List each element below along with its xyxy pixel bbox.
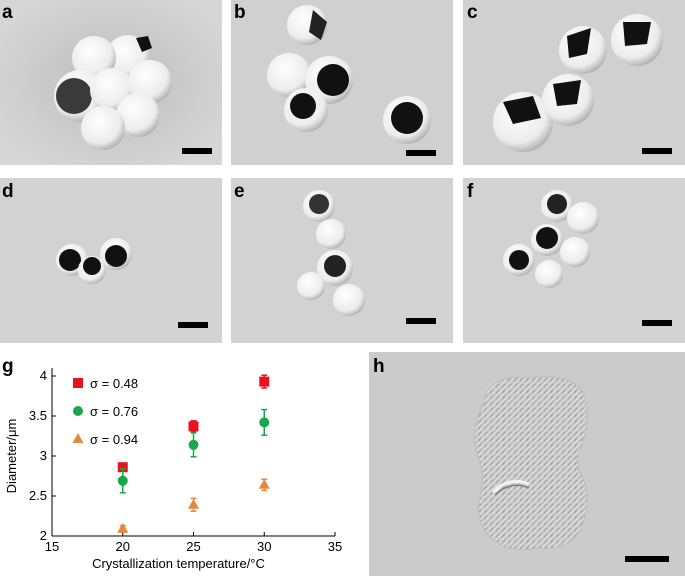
scale-bar-c: [642, 148, 672, 154]
y-tick-label: 2.5: [29, 488, 47, 503]
y-axis-label: Diameter/μm: [4, 419, 19, 494]
sem-panel-d: [0, 178, 222, 343]
panel-label-a: a: [2, 2, 13, 23]
legend-label: σ = 0.94: [90, 432, 138, 447]
scale-bar-a: [182, 148, 212, 154]
panel-label-b: b: [234, 2, 246, 23]
x-tick-label: 25: [186, 539, 200, 554]
y-tick-label: 3: [40, 448, 47, 463]
sem-image-b: [231, 0, 453, 165]
sem-image-a: [0, 0, 222, 165]
sem-panel-h: [369, 352, 685, 576]
sem-image-f: [463, 178, 685, 343]
x-axis-label: Crystallization temperature/°C: [92, 556, 265, 571]
legend-marker: [73, 378, 83, 388]
data-point: [188, 439, 199, 450]
legend-label: σ = 0.76: [90, 404, 138, 419]
x-tick-label: 30: [257, 539, 271, 554]
sem-panel-f: [463, 178, 685, 343]
sem-image-e: [231, 178, 453, 343]
y-tick-label: 3.5: [29, 408, 47, 423]
y-tick-label: 4: [40, 368, 47, 383]
sem-panel-a: [0, 0, 222, 165]
panel-label-h: h: [373, 356, 385, 377]
y-tick-label: 2: [40, 528, 47, 543]
data-point: [117, 475, 128, 486]
x-tick-label: 35: [328, 539, 342, 554]
sem-panel-b: [231, 0, 453, 165]
x-tick-label: 20: [116, 539, 130, 554]
sem-image-c: [463, 0, 685, 165]
scale-bar-e: [406, 318, 436, 324]
data-point: [259, 376, 270, 387]
diameter-scatter-chart: 15 20 25 30 35 2 2.5 3 3.5 4 Crystallization tempe…: [4, 368, 342, 571]
data-point: [188, 498, 199, 509]
sem-image-h: [369, 352, 685, 576]
scale-bar-h: [625, 556, 669, 562]
sem-panel-e: [231, 178, 453, 343]
legend-marker: [73, 406, 83, 416]
sem-panel-c: [463, 0, 685, 165]
scale-bar-f: [642, 320, 672, 326]
legend-label: σ = 0.48: [90, 376, 138, 391]
sem-image-d: [0, 178, 222, 343]
data-point: [258, 478, 270, 489]
data-point: [188, 421, 199, 432]
legend-marker: [72, 433, 84, 443]
panel-label-g: g: [2, 356, 14, 377]
panel-label-f: f: [467, 181, 474, 202]
scale-bar-d: [178, 322, 208, 328]
panel-label-c: c: [467, 2, 478, 23]
panel-label-d: d: [2, 181, 14, 202]
x-tick-label: 15: [45, 539, 59, 554]
data-point: [117, 462, 128, 473]
scale-bar-b: [406, 150, 436, 156]
panel-label-e: e: [234, 181, 245, 202]
data-point: [117, 522, 129, 533]
data-point: [259, 417, 270, 428]
